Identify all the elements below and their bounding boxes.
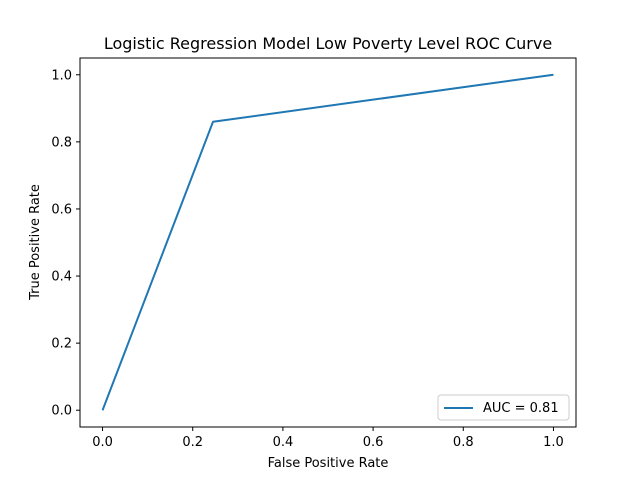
y-axis-label: True Positive Rate: [28, 184, 43, 301]
legend-label: AUC = 0.81: [483, 401, 559, 416]
x-tick-label: 0.8: [453, 435, 474, 450]
y-tick-label: 0.2: [51, 337, 72, 352]
series-layer: [101, 73, 554, 411]
y-axis: 0.0 0.2 0.4 0.6 0.8 1.0: [51, 68, 80, 419]
y-tick-label: 0.4: [51, 270, 72, 285]
y-tick-label: 1.0: [51, 68, 72, 83]
y-tick-label: 0.8: [51, 135, 72, 150]
roc-curve-line: [101, 73, 554, 411]
legend: AUC = 0.81: [437, 394, 570, 421]
x-tick-label: 0.4: [273, 435, 294, 450]
legend-box: [437, 394, 570, 421]
chart-title: Logistic Regression Model Low Poverty Le…: [104, 34, 552, 53]
x-tick-label: 0.6: [363, 435, 384, 450]
x-tick-label: 0.2: [182, 435, 203, 450]
y-tick-label: 0.6: [51, 202, 72, 217]
x-tick-label: 1.0: [543, 435, 564, 450]
plot-frame: [79, 57, 577, 428]
y-tick-label: 0.0: [51, 404, 72, 419]
plot-area: [79, 57, 577, 428]
x-axis: 0.0 0.2 0.4 0.6 0.8 1.0: [92, 427, 564, 450]
x-tick-label: 0.0: [92, 435, 113, 450]
x-axis-label: False Positive Rate: [268, 456, 389, 471]
